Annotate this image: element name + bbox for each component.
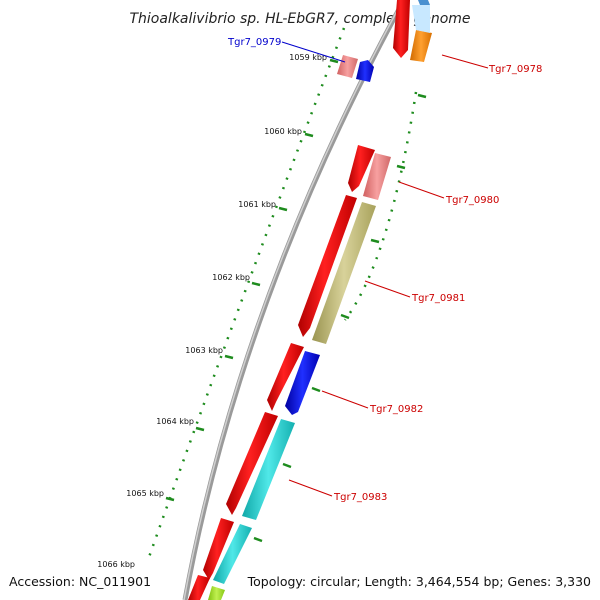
tick-label-1064: 1064 kbp xyxy=(156,417,194,426)
gene-label-tgr7-0983: Tgr7_0983 xyxy=(333,492,387,503)
cds-cyan-2 xyxy=(213,524,252,584)
ruler-ring-outer xyxy=(146,27,346,561)
cds-pink-0980 xyxy=(363,153,391,200)
inner-ticks xyxy=(253,93,427,543)
genome-backbone xyxy=(182,0,407,600)
tick-label-1060: 1060 kbp xyxy=(264,127,302,136)
gene-features-right-column xyxy=(208,153,391,600)
gene-label-lines xyxy=(281,41,489,497)
cds-cyan-0983 xyxy=(242,419,295,520)
cds-red-4 xyxy=(226,412,278,515)
kbp-ticks xyxy=(165,58,339,502)
topology-text: Topology: circular; Length: 3,464,554 bp… xyxy=(247,574,591,589)
tick-label-1061: 1061 kbp xyxy=(238,200,276,209)
tick-label-1059: 1059 kbp xyxy=(289,53,327,62)
gene-label-tgr7-0981: Tgr7_0981 xyxy=(411,293,465,304)
gene-label-tgr7-0978: Tgr7_0978 xyxy=(488,64,542,75)
cds-lime xyxy=(208,586,225,600)
gene-features-left-column xyxy=(188,145,375,600)
cds-blue-top xyxy=(418,0,430,5)
cds-red-5 xyxy=(203,518,234,580)
ruler-ring-inner xyxy=(343,91,418,321)
cds-blue-0979 xyxy=(356,60,374,82)
genome-backbone-highlight xyxy=(183,0,404,600)
cds-orange-top xyxy=(410,30,432,62)
cds-olive-0981 xyxy=(312,202,376,344)
gene-label-tgr7-0979: Tgr7_0979 xyxy=(227,37,281,48)
tick-label-1065: 1065 kbp xyxy=(126,489,164,498)
cds-red-1 xyxy=(348,145,375,192)
tick-label-1066: 1066 kbp xyxy=(97,560,135,569)
tick-label-1062: 1062 kbp xyxy=(212,273,250,282)
gene-features-top xyxy=(337,0,432,82)
accession-text: Accession: NC_011901 xyxy=(9,574,151,589)
cds-blue-0982 xyxy=(285,351,320,415)
cds-lightblue-top xyxy=(412,5,430,33)
cds-red-2 xyxy=(298,195,357,337)
gene-label-tgr7-0982: Tgr7_0982 xyxy=(369,404,423,415)
cds-red-top-1 xyxy=(393,0,410,58)
cds-red-6 xyxy=(188,575,210,600)
gene-label-tgr7-0980: Tgr7_0980 xyxy=(445,195,499,206)
tick-label-1063: 1063 kbp xyxy=(185,346,223,355)
cds-pink-0979 xyxy=(337,55,358,78)
cds-red-3 xyxy=(267,343,304,411)
map-title: Thioalkalivibrio sp. HL-EbGR7, complete … xyxy=(129,11,470,27)
